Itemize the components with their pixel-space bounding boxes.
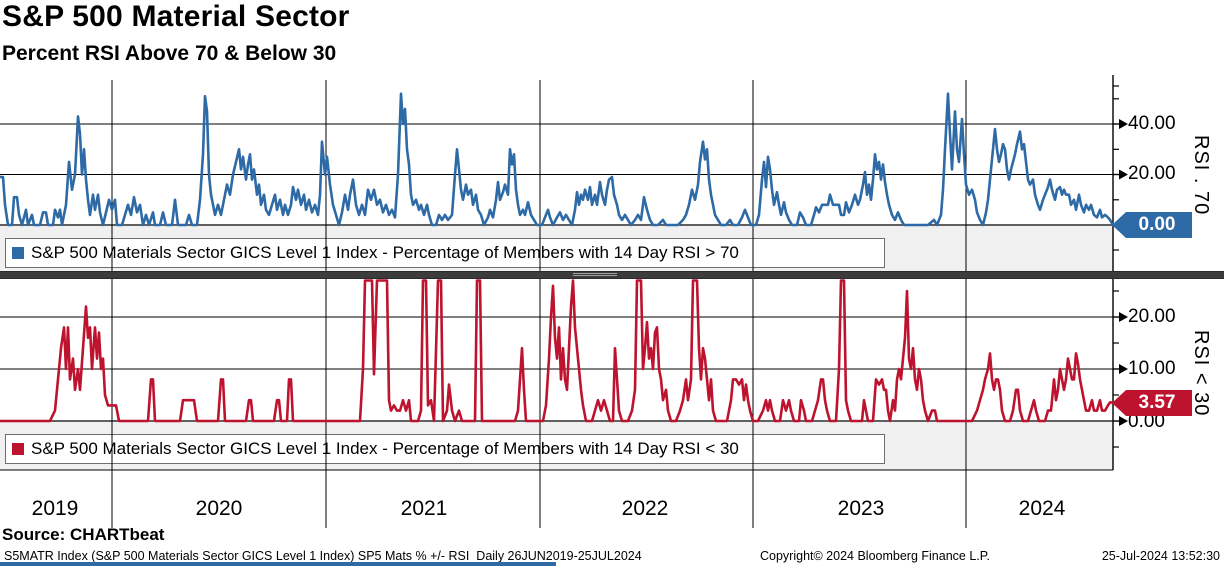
x-label-2023: 2023: [837, 497, 885, 520]
axis-tick-0: 0.00: [1128, 411, 1165, 432]
bottom-accent-strip: [0, 562, 556, 566]
page-subtitle: Percent RSI Above 70 & Below 30: [2, 42, 337, 65]
x-label-2024: 2024: [1018, 497, 1066, 520]
panel1-axis-title: RSI . 70: [1190, 135, 1212, 216]
legend-rsi-above-70[interactable]: S&P 500 Materials Sector GICS Level 1 In…: [5, 238, 885, 268]
panel2-axis-title: RSI < 30: [1190, 330, 1212, 417]
footer-ticker-info: S5MATR Index (S&P 500 Materials Sector G…: [4, 549, 642, 563]
x-label-2020: 2020: [195, 497, 243, 520]
footer-copyright: Copyright© 2024 Bloomberg Finance L.P.: [760, 549, 990, 563]
splitter-grip-icon[interactable]: [573, 273, 617, 277]
axis-tick-40: 40.00: [1128, 113, 1176, 134]
legend-label: S&P 500 Materials Sector GICS Level 1 In…: [31, 243, 739, 262]
legend-rsi-below-30[interactable]: S&P 500 Materials Sector GICS Level 1 In…: [5, 434, 885, 464]
source-line: Source: CHARTbeat: [2, 525, 165, 544]
footer-timestamp: 25-Jul-2024 13:52:30: [1101, 549, 1220, 563]
last-value-badge-red: 3.57: [1112, 390, 1192, 416]
x-label-2019: 2019: [31, 497, 79, 520]
page-title: S&P 500 Material Sector: [2, 0, 350, 33]
last-value-badge-blue: 0.00: [1112, 212, 1192, 238]
panel-splitter[interactable]: [0, 271, 1224, 279]
legend-swatch-red-icon: [12, 443, 24, 455]
axis-tick-20-bottom: 20.00: [1128, 306, 1176, 327]
legend-swatch-blue-icon: [12, 247, 24, 259]
legend-label: S&P 500 Materials Sector GICS Level 1 In…: [31, 439, 739, 458]
x-label-2022: 2022: [621, 497, 669, 520]
axis-tick-10: 10.00: [1128, 358, 1176, 379]
axis-tick-20-top: 20.00: [1128, 163, 1176, 184]
x-label-2021: 2021: [400, 497, 448, 520]
